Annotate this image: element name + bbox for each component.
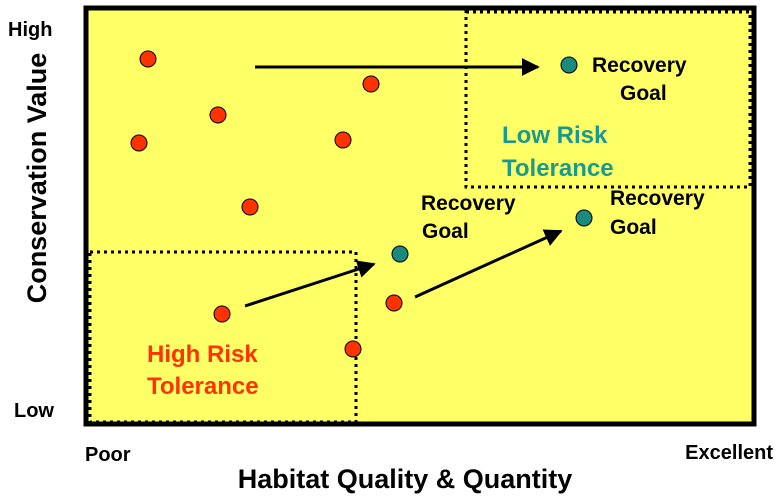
recovery-goal-label-mid-1: Recovery <box>421 192 516 215</box>
orange-circle-icon <box>209 106 227 124</box>
recovery-goal-label-right-2: Goal <box>610 216 657 239</box>
recovery-goal-label-right-1: Recovery <box>610 187 705 210</box>
current-site-dots <box>130 50 403 358</box>
orange-circle-icon <box>139 50 157 68</box>
recovery-goal-label-mid-2: Goal <box>422 220 469 243</box>
x-axis-title: Habitat Quality & Quantity <box>238 464 573 494</box>
arrow-low-left <box>244 260 376 308</box>
y-axis-title: Conservation Value <box>22 53 52 304</box>
orange-circle-icon <box>344 340 362 358</box>
x-axis-poor-label: Poor <box>85 444 131 466</box>
high-risk-label-1: High Risk <box>147 341 258 368</box>
plot-area <box>83 5 757 427</box>
orange-circle-icon <box>241 198 259 216</box>
goal-site-dots <box>391 56 593 263</box>
high-risk-label-2: Tolerance <box>147 373 259 400</box>
orange-circle-icon <box>130 134 148 152</box>
y-axis-high-label: High <box>8 19 52 41</box>
recovery-goal-label-top-1: Recovery <box>592 54 687 77</box>
teal-circle-icon <box>560 56 578 74</box>
low-risk-region-box <box>464 10 752 189</box>
teal-circle-icon <box>391 245 409 263</box>
orange-circle-icon <box>362 75 380 93</box>
high-risk-region-box <box>88 250 358 424</box>
y-axis-low-label: Low <box>14 400 54 422</box>
teal-circle-icon <box>575 209 593 227</box>
arrow-low-right <box>414 229 563 299</box>
recovery-goal-label-top-2: Goal <box>620 82 667 105</box>
x-axis-excellent-label: Excellent <box>685 442 773 464</box>
orange-circle-icon <box>334 131 352 149</box>
low-risk-label-1: Low Risk <box>502 122 608 149</box>
orange-circle-icon <box>213 305 231 323</box>
orange-circle-icon <box>385 294 403 312</box>
low-risk-label-2: Tolerance <box>502 155 614 182</box>
